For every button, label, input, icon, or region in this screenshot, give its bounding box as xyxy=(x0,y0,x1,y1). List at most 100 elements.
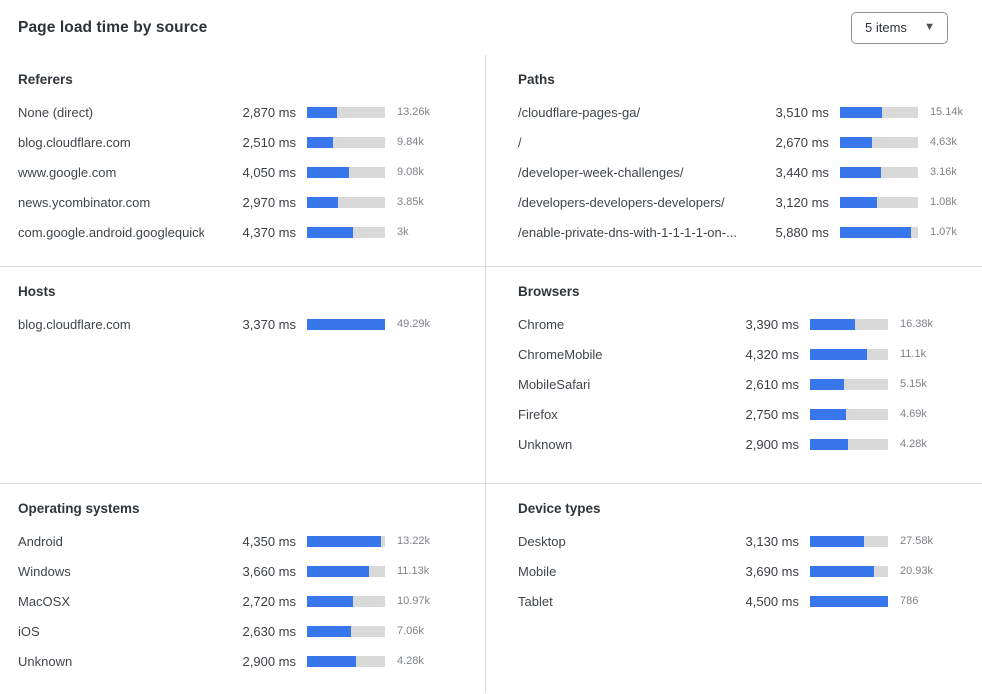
panel-heading: Paths xyxy=(518,72,555,87)
row-ms-value: 2,610 ms xyxy=(745,376,799,392)
row-count: 4.28k xyxy=(397,655,424,667)
row-label: / xyxy=(518,134,522,150)
row-ms-value: 3,370 ms xyxy=(242,316,296,332)
row-count: 3.16k xyxy=(929,166,957,178)
row-count: 4.69k xyxy=(900,408,927,420)
panel-heading: Browsers xyxy=(518,284,580,299)
row-label: ChromeMobile xyxy=(518,346,603,362)
row-ms-value: 2,510 ms xyxy=(242,134,296,150)
panel-hosts: Hosts blog.cloudflare.com 3,370 ms 49.29k xyxy=(0,267,486,483)
panel-heading: Operating systems xyxy=(18,501,140,516)
bar-fill xyxy=(307,595,354,607)
row-label: MobileSafari xyxy=(518,376,591,392)
row-ms-value: 3,130 ms xyxy=(745,533,799,549)
bar-track xyxy=(307,226,385,238)
row-count: 7.06k xyxy=(397,625,424,637)
row-ms-value: 4,320 ms xyxy=(745,346,799,362)
row-label: Desktop xyxy=(518,533,566,549)
row-ms-value: 4,350 ms xyxy=(242,533,296,549)
row-ms-value: 4,370 ms xyxy=(242,224,296,240)
row-count: 15.14k xyxy=(929,106,963,118)
panel-operating-systems: Operating systems Android 4,350 ms 13.22k Wi… xyxy=(0,484,486,693)
row-ms-value: 3,120 ms xyxy=(775,194,829,210)
bar-track xyxy=(307,595,385,607)
stat-row: /cloudflare-pages-ga/3,510 ms 15.14k xyxy=(518,102,978,122)
stat-row: Chrome 3,390 ms 16.38k xyxy=(518,314,948,334)
stat-row: Firefox 2,750 ms 4.69k xyxy=(518,404,948,424)
bar-fill xyxy=(839,166,882,178)
bar-fill xyxy=(307,318,385,330)
row-ms-value: 3,440 ms xyxy=(775,164,829,180)
row-count: 11.1k xyxy=(900,348,927,360)
row-ms-value: 3,390 ms xyxy=(745,316,799,332)
row-label: /developer-week-challenges/ xyxy=(518,164,684,180)
row-count: 9.08k xyxy=(397,166,424,178)
bar-track xyxy=(307,136,385,148)
row-label: com.google.android.googlequicksearc... xyxy=(18,224,204,240)
bar-fill xyxy=(307,226,353,238)
bar-track xyxy=(307,106,385,118)
row-label: /cloudflare-pages-ga/ xyxy=(518,104,641,120)
row-ms-value: 2,670 ms xyxy=(775,134,829,150)
row-label: /developers-developers-developers/ xyxy=(518,194,725,210)
panel-heading: Hosts xyxy=(18,284,56,299)
bar-track xyxy=(810,595,888,607)
bar-fill xyxy=(307,565,369,577)
panel-band-middle: Hosts blog.cloudflare.com 3,370 ms 49.29k B… xyxy=(0,267,982,484)
stat-row: MacOSX 2,720 ms 10.97k xyxy=(18,591,445,611)
bar-track xyxy=(839,166,918,178)
stat-row: /enable-private-dns-with-1-1-1-1-on-... 5… xyxy=(518,222,978,242)
row-ms-value: 2,900 ms xyxy=(745,436,799,452)
bar-fill xyxy=(307,196,339,208)
bar-fill xyxy=(307,166,350,178)
bar-fill xyxy=(810,318,855,330)
stat-row: / 2,670 ms 4.63k xyxy=(518,132,978,152)
bar-track xyxy=(307,535,385,547)
stat-row: Android 4,350 ms 13.22k xyxy=(18,531,445,551)
stat-row: Unknown 2,900 ms 4.28k xyxy=(18,651,445,671)
bar-track xyxy=(810,408,888,420)
stat-row: www.google.com 4,050 ms 9.08k xyxy=(18,162,445,182)
row-ms-value: 2,970 ms xyxy=(242,194,296,210)
row-label: None (direct) xyxy=(18,104,94,120)
bar-track xyxy=(810,535,888,547)
stat-row: /developer-week-challenges/3,440 ms 3.16k xyxy=(518,162,978,182)
row-label: Android xyxy=(18,533,63,549)
stat-row: None (direct) 2,870 ms 13.26k xyxy=(18,102,445,122)
bar-fill xyxy=(810,378,845,390)
row-ms-value: 2,720 ms xyxy=(242,593,296,609)
row-ms-value: 3,690 ms xyxy=(745,563,799,579)
stat-row: Desktop 3,130 ms 27.58k xyxy=(518,531,948,551)
bar-fill xyxy=(307,136,334,148)
bar-fill xyxy=(307,535,381,547)
bar-fill xyxy=(839,106,883,118)
row-label: Mobile xyxy=(518,563,557,579)
row-count: 786 xyxy=(900,595,919,607)
row-ms-value: 3,660 ms xyxy=(242,563,296,579)
items-count-value: 5 items xyxy=(865,20,907,35)
row-count: 3.85k xyxy=(397,196,424,208)
row-ms-value: 2,900 ms xyxy=(242,653,296,669)
row-ms-value: 2,630 ms xyxy=(242,623,296,639)
bar-track xyxy=(307,166,385,178)
bar-track xyxy=(810,378,888,390)
panel-paths: Paths/cloudflare-pages-ga/3,510 ms 15.14k… xyxy=(486,55,982,266)
bar-track xyxy=(307,196,385,208)
bar-fill xyxy=(307,655,357,667)
bar-track xyxy=(839,136,918,148)
items-count-select[interactable]: 5 items ▼ xyxy=(851,11,948,44)
bar-fill xyxy=(307,106,338,118)
stat-row: /developers-developers-developers/3,120 … xyxy=(518,192,978,212)
row-count: 49.29k xyxy=(397,318,431,330)
panel-heading: Device types xyxy=(518,501,601,516)
row-label: blog.cloudflare.com xyxy=(18,134,131,150)
stat-row: Tablet 4,500 ms 786 xyxy=(518,591,948,611)
row-ms-value: 5,880 ms xyxy=(775,224,829,240)
row-count: 5.15k xyxy=(900,378,927,390)
stat-row: blog.cloudflare.com 2,510 ms 9.84k xyxy=(18,132,445,152)
bar-fill xyxy=(810,595,888,607)
panel-browsers: Browsers Chrome 3,390 ms 16.38k ChromeMobile… xyxy=(486,267,982,483)
bar-track xyxy=(810,348,888,360)
panel-heading: Referers xyxy=(18,72,73,87)
